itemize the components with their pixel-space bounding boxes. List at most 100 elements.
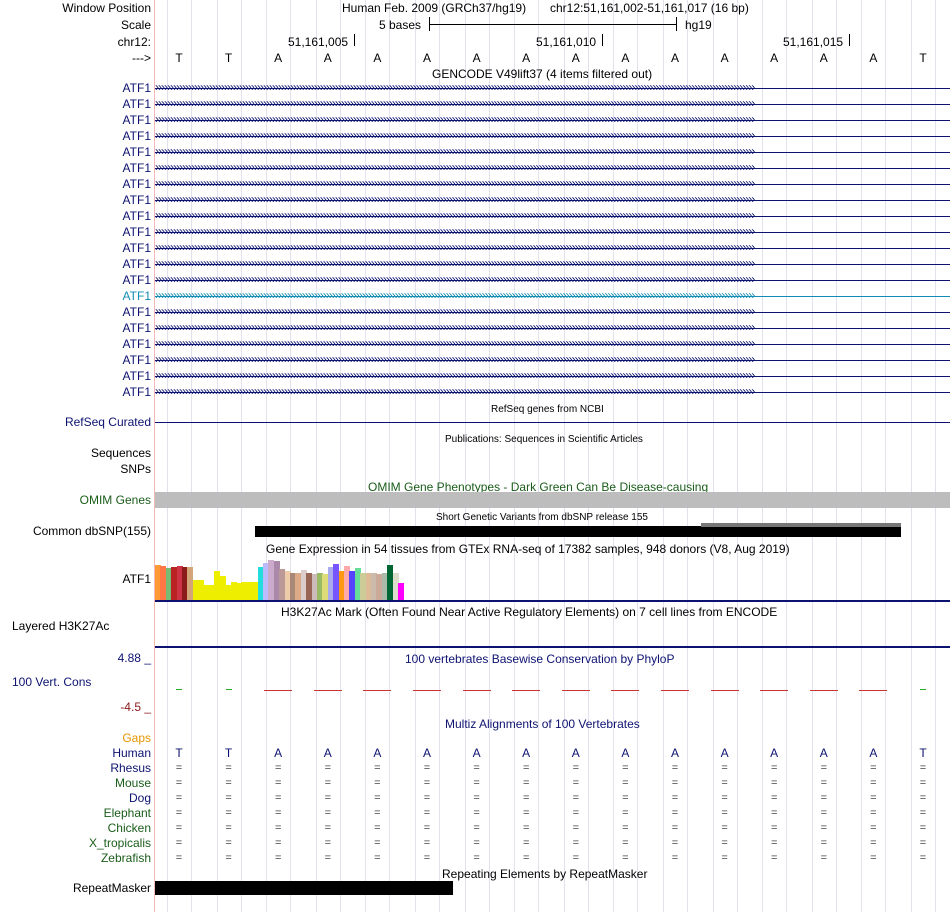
gtex-tissue-bar[interactable]: [193, 580, 199, 600]
gencode-gene-label[interactable]: ATF1: [122, 337, 151, 351]
gtex-tissue-bar[interactable]: [382, 573, 388, 600]
gtex-tissue-bar[interactable]: [301, 570, 307, 600]
gtex-tissue-bar[interactable]: [182, 567, 188, 600]
gtex-tissue-bar[interactable]: [398, 583, 404, 600]
gencode-gene-label[interactable]: ATF1: [122, 161, 151, 175]
gtex-tissue-bar[interactable]: [333, 564, 339, 600]
gtex-label[interactable]: ATF1: [122, 572, 151, 586]
gencode-transcript[interactable]: ››››››››››››››››››››››››››››››››››››››››…: [155, 240, 950, 255]
gtex-tissue-bar[interactable]: [268, 560, 274, 600]
gtex-tissue-bar[interactable]: [317, 573, 323, 600]
dbsnp-label[interactable]: Common dbSNP(155): [32, 524, 151, 538]
gtex-tissue-bar[interactable]: [344, 566, 350, 600]
gtex-tissue-bar[interactable]: [366, 573, 372, 600]
gencode-gene-label[interactable]: ATF1: [122, 305, 151, 319]
gtex-tissue-bar[interactable]: [209, 585, 215, 600]
gtex-tissue-bar[interactable]: [339, 571, 345, 600]
gencode-gene-label[interactable]: ATF1: [122, 369, 151, 383]
gtex-tissue-bar[interactable]: [236, 583, 242, 600]
repeatmasker-element[interactable]: [155, 881, 453, 895]
gtex-tissue-bar[interactable]: [166, 568, 172, 600]
species-label[interactable]: Human: [112, 746, 151, 760]
gencode-gene-label[interactable]: ATF1: [122, 241, 151, 255]
gencode-transcript[interactable]: ››››››››››››››››››››››››››››››››››››››››…: [155, 384, 950, 399]
gtex-tissue-bar[interactable]: [322, 574, 328, 600]
gencode-transcript[interactable]: ››››››››››››››››››››››››››››››››››››››››…: [155, 112, 950, 127]
gtex-tissue-bar[interactable]: [355, 568, 361, 600]
publications-sequences-label[interactable]: Sequences: [90, 446, 151, 460]
species-label[interactable]: Chicken: [107, 821, 151, 835]
gtex-tissue-bar[interactable]: [231, 582, 237, 600]
gtex-tissue-bar[interactable]: [263, 563, 269, 600]
gencode-transcript[interactable]: ››››››››››››››››››››››››››››››››››››››››…: [155, 320, 950, 335]
gencode-gene-label[interactable]: ATF1: [122, 129, 151, 143]
gtex-tissue-bar[interactable]: [258, 567, 264, 600]
gtex-tissue-bar[interactable]: [312, 574, 318, 600]
refseq-gene-line[interactable]: [155, 422, 950, 423]
dbsnp-variant-bar[interactable]: [255, 526, 901, 537]
gtex-tissue-bar[interactable]: [279, 569, 285, 600]
gencode-transcript[interactable]: ››››››››››››››››››››››››››››››››››››››››…: [155, 288, 950, 303]
gencode-transcript[interactable]: ››››››››››››››››››››››››››››››››››››››››…: [155, 144, 950, 159]
gencode-transcript[interactable]: ››››››››››››››››››››››››››››››››››››››››…: [155, 176, 950, 191]
species-label[interactable]: Dog: [128, 791, 151, 805]
refseq-label[interactable]: RefSeq Curated: [64, 415, 151, 429]
gencode-transcript[interactable]: ››››››››››››››››››››››››››››››››››››››››…: [155, 80, 950, 95]
gtex-tissue-bar[interactable]: [376, 574, 382, 600]
gencode-gene-label[interactable]: ATF1: [122, 209, 151, 223]
gencode-transcript[interactable]: ››››››››››››››››››››››››››››››››››››››››…: [155, 208, 950, 223]
gencode-transcript[interactable]: ››››››››››››››››››››››››››››››››››››››››…: [155, 192, 950, 207]
gtex-tissue-bar[interactable]: [349, 571, 355, 600]
gencode-transcript[interactable]: ››››››››››››››››››››››››››››››››››››››››…: [155, 304, 950, 319]
gtex-tissue-bar[interactable]: [306, 573, 312, 600]
gencode-transcript[interactable]: ››››››››››››››››››››››››››››››››››››››››…: [155, 272, 950, 287]
gtex-tissue-bar[interactable]: [214, 571, 220, 600]
gencode-transcript[interactable]: ››››››››››››››››››››››››››››››››››››››››…: [155, 96, 950, 111]
gtex-tissue-bar[interactable]: [285, 571, 291, 600]
gtex-tissue-bar[interactable]: [274, 561, 280, 600]
gtex-tissue-bar[interactable]: [295, 573, 301, 600]
gencode-transcript[interactable]: ››››››››››››››››››››››››››››››››››››››››…: [155, 336, 950, 351]
gencode-gene-label[interactable]: ATF1: [122, 113, 151, 127]
gencode-gene-label[interactable]: ATF1: [122, 257, 151, 271]
gtex-tissue-bar[interactable]: [360, 573, 366, 600]
gencode-transcript[interactable]: ››››››››››››››››››››››››››››››››››››››››…: [155, 224, 950, 239]
gtex-tissue-bar[interactable]: [328, 567, 334, 600]
gtex-tissue-bar[interactable]: [160, 566, 166, 600]
gtex-tissue-bar[interactable]: [155, 565, 161, 600]
gencode-gene-label[interactable]: ATF1: [122, 97, 151, 111]
gtex-tissue-bar[interactable]: [204, 585, 210, 600]
gtex-tissue-bar[interactable]: [187, 567, 193, 600]
gencode-gene-label[interactable]: ATF1: [122, 353, 151, 367]
gencode-gene-label[interactable]: ATF1: [122, 145, 151, 159]
species-label[interactable]: Mouse: [114, 776, 151, 790]
gtex-tissue-bar[interactable]: [241, 582, 247, 600]
species-label[interactable]: Rhesus: [110, 761, 151, 775]
gencode-gene-label[interactable]: ATF1: [122, 81, 151, 95]
gencode-gene-label[interactable]: ATF1: [122, 177, 151, 191]
gencode-gene-label[interactable]: ATF1: [122, 289, 151, 303]
publications-snps-label[interactable]: SNPs: [120, 462, 151, 476]
dbsnp-variant-bar-secondary[interactable]: [701, 523, 901, 527]
omim-label[interactable]: OMIM Genes: [79, 493, 151, 507]
h3k27ac-label[interactable]: Layered H3K27Ac: [12, 619, 110, 633]
gencode-gene-label[interactable]: ATF1: [122, 385, 151, 399]
gencode-transcript[interactable]: ››››››››››››››››››››››››››››››››››››››››…: [155, 128, 950, 143]
gencode-transcript[interactable]: ››››››››››››››››››››››››››››››››››››››››…: [155, 256, 950, 271]
gtex-tissue-bar[interactable]: [247, 582, 253, 600]
gtex-tissue-bar[interactable]: [198, 580, 204, 600]
gencode-transcript[interactable]: ››››››››››››››››››››››››››››››››››››››››…: [155, 368, 950, 383]
gtex-tissue-bar[interactable]: [225, 585, 231, 600]
gtex-tissue-bar[interactable]: [393, 573, 399, 600]
gencode-gene-label[interactable]: ATF1: [122, 225, 151, 239]
gtex-tissue-bar[interactable]: [177, 566, 183, 600]
species-label[interactable]: Elephant: [103, 806, 151, 820]
gtex-expression-chart[interactable]: [155, 556, 950, 600]
phylop-label[interactable]: 100 Vert. Cons: [12, 675, 92, 689]
gtex-tissue-bar[interactable]: [220, 576, 226, 600]
gtex-tissue-bar[interactable]: [387, 565, 393, 600]
gtex-tissue-bar[interactable]: [290, 573, 296, 600]
species-label[interactable]: Zebrafish: [100, 851, 151, 865]
gencode-gene-label[interactable]: ATF1: [122, 273, 151, 287]
gencode-transcript[interactable]: ››››››››››››››››››››››››››››››››››››››››…: [155, 160, 950, 175]
